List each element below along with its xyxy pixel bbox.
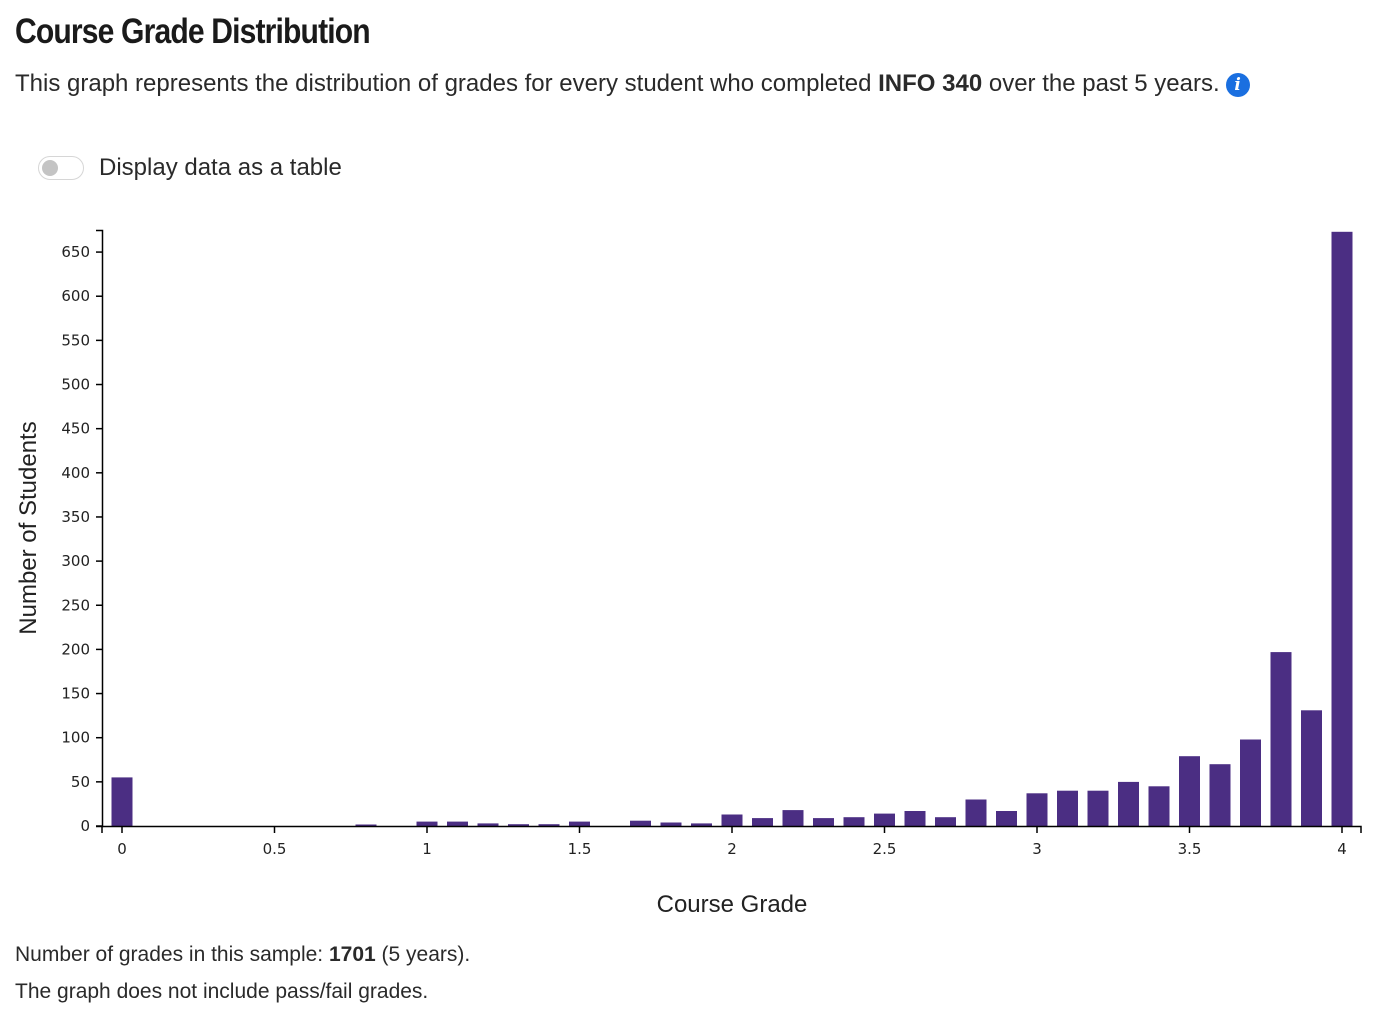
bar	[874, 813, 895, 826]
bar	[447, 821, 468, 826]
y-tick-label: 650	[61, 243, 90, 261]
grade-distribution-chart: 050100150200250300350400450500550600650 …	[15, 229, 1362, 918]
y-tick-label: 250	[61, 596, 90, 614]
x-tick-label: 0	[117, 840, 127, 858]
y-tick-label: 300	[61, 552, 90, 570]
y-tick-label: 50	[71, 773, 90, 791]
toggle-knob	[42, 160, 58, 176]
y-tick-label: 200	[61, 640, 90, 658]
bar	[843, 817, 865, 826]
bar	[752, 818, 773, 826]
y-tick-label: 150	[61, 685, 90, 703]
bar	[111, 777, 133, 826]
bar	[477, 823, 499, 826]
x-tick-label: 3.5	[1178, 840, 1202, 858]
y-tick-label: 600	[61, 287, 90, 305]
y-tick-label: 350	[61, 508, 90, 526]
x-axis: 0 0.5 1 1.5 2 2.5 3 3.5 4	[101, 825, 1362, 858]
bar	[1026, 793, 1048, 826]
y-tick-label: 100	[61, 729, 90, 747]
sample-count-text: Number of grades in this sample: 1701 (5…	[15, 943, 470, 967]
description-prefix: This graph represents the distribution o…	[15, 70, 879, 97]
sample-count-prefix: Number of grades in this sample:	[15, 943, 329, 966]
y-axis-title: Number of Students	[15, 421, 42, 634]
description-suffix: over the past 5 years.	[982, 70, 1220, 97]
bar	[1148, 786, 1170, 826]
bar	[416, 821, 438, 826]
y-axis: 0 50 100 150 200 250 300 350 400 450 500 550 600 650	[61, 229, 104, 835]
table-toggle-row: Display data as a table	[38, 154, 342, 182]
bar	[1301, 710, 1322, 826]
bar	[355, 824, 377, 826]
x-axis-title: Course Grade	[657, 891, 808, 918]
chart-bars	[111, 231, 1353, 827]
bar	[1209, 764, 1231, 826]
bar	[782, 810, 804, 826]
bar	[721, 814, 743, 826]
sample-count-suffix: (5 years).	[375, 943, 471, 966]
x-tick-label: 3	[1032, 840, 1042, 858]
bar	[996, 811, 1017, 826]
bar	[1118, 781, 1139, 826]
display-table-label: Display data as a table	[99, 154, 342, 181]
y-tick-label: 400	[61, 464, 90, 482]
y-tick-label: 500	[61, 376, 90, 394]
x-tick-label: 0.5	[263, 840, 287, 858]
display-table-toggle[interactable]	[38, 156, 84, 180]
x-tick-label: 2.5	[873, 840, 897, 858]
bar	[1087, 790, 1109, 826]
bar	[813, 818, 834, 826]
bar	[569, 821, 590, 826]
bar	[1240, 739, 1261, 826]
bar	[965, 799, 987, 826]
x-tick-label: 2	[727, 840, 737, 858]
bar	[538, 824, 560, 826]
y-tick-label: 450	[61, 420, 90, 438]
y-tick-label: 550	[61, 331, 90, 349]
bar	[904, 811, 926, 826]
bar	[630, 820, 651, 826]
page-title: Course Grade Distribution	[15, 12, 371, 51]
bar	[1270, 652, 1292, 826]
bar	[1057, 790, 1078, 826]
bar	[660, 822, 682, 826]
bar	[935, 817, 956, 826]
x-tick-label: 1.5	[568, 840, 592, 858]
bar	[691, 823, 712, 826]
x-tick-label: 4	[1337, 840, 1347, 858]
info-icon[interactable]: i	[1225, 73, 1250, 97]
y-tick-label: 0	[80, 817, 90, 835]
bar	[1179, 756, 1200, 826]
x-tick-label: 1	[422, 840, 432, 858]
bar	[1331, 231, 1353, 827]
pass-fail-note: The graph does not include pass/fail gra…	[15, 980, 429, 1003]
course-code: INFO 340	[878, 70, 983, 97]
bar	[508, 824, 529, 826]
chart-description: This graph represents the distribution o…	[15, 70, 1250, 98]
sample-count: 1701	[328, 943, 376, 966]
